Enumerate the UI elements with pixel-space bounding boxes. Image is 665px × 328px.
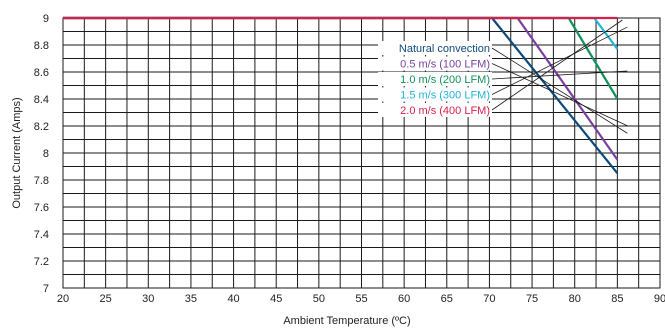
legend-label-background	[378, 72, 492, 86]
y-tick-label: 7.2	[34, 256, 49, 268]
grid	[62, 17, 661, 289]
y-tick-label: 7.8	[34, 175, 49, 187]
legend-leader-line	[491, 63, 628, 127]
legend-label: 2.0 m/s (400 LFM)	[400, 105, 490, 117]
legend-label-background	[378, 87, 492, 102]
y-tick-label: 9	[43, 13, 49, 25]
legend-leader-line	[491, 47, 628, 134]
x-tick-label: 85	[611, 293, 623, 305]
y-tick-label: 7	[43, 283, 49, 295]
y-tick-label: 7.4	[34, 229, 49, 241]
legend-leader-line	[491, 19, 623, 111]
x-tick-label: 60	[398, 293, 410, 305]
y-tick-label: 8	[43, 148, 49, 160]
x-tick-label: 65	[441, 293, 453, 305]
x-tick-label: 70	[483, 293, 495, 305]
x-axis-title: Ambient Temperature (ºC)	[283, 315, 410, 327]
legend-label-background	[378, 41, 492, 55]
legend-label: Natural convection	[399, 43, 490, 55]
x-tick-label: 40	[227, 293, 239, 305]
legend-leader-line	[491, 26, 628, 95]
legend-label: 1.5 m/s (300 LFM)	[400, 90, 490, 102]
tick-labels: 20 25 30 35 40 45 50 55 60 65 70 75 80 85 90 7 7.2 7.4 7.6…	[34, 13, 665, 305]
y-tick-label: 8.8	[34, 40, 49, 52]
legend-label: 1.0 m/s (200 LFM)	[400, 74, 490, 86]
x-tick-label: 50	[313, 293, 325, 305]
series-lines	[63, 16, 619, 174]
legend-label-background	[378, 56, 492, 71]
x-tick-label: 45	[270, 293, 282, 305]
x-tick-label: 20	[57, 293, 69, 305]
x-tick-label: 80	[569, 293, 581, 305]
y-tick-label: 8.4	[34, 94, 49, 106]
y-axis-title: Output Current (Amps)	[11, 97, 23, 208]
y-tick-label: 8.2	[34, 121, 49, 133]
legend-label: 0.5 m/s (100 LFM)	[400, 59, 490, 71]
legend: Natural convection 0.5 m/s (100 LFM) 1.0 m…	[378, 19, 628, 134]
x-tick-label: 25	[100, 293, 112, 305]
y-tick-label: 8.6	[34, 67, 49, 79]
x-tick-label: 55	[355, 293, 367, 305]
y-tick-label: 7.6	[34, 202, 49, 214]
x-tick-label: 90	[654, 293, 665, 305]
legend-leader-line	[491, 70, 628, 80]
legend-label-background	[378, 103, 492, 117]
x-tick-label: 35	[185, 293, 197, 305]
x-tick-label: 30	[142, 293, 154, 305]
x-tick-label: 75	[526, 293, 538, 305]
